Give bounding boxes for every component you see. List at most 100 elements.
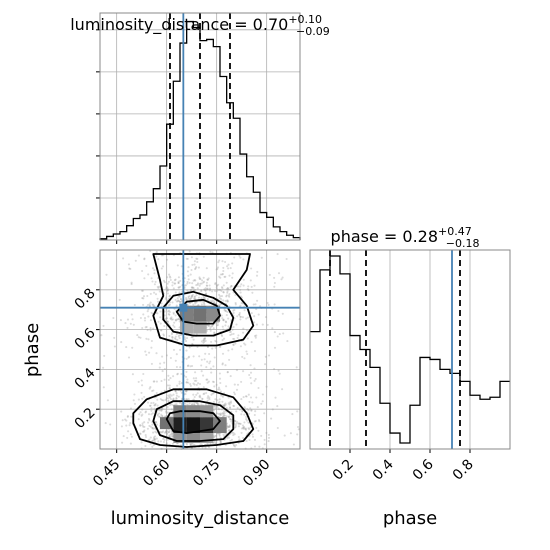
sample-point (152, 327, 155, 330)
sample-point (211, 324, 214, 327)
sample-point (273, 346, 277, 349)
sample-point (239, 318, 242, 321)
density-contour (152, 253, 255, 347)
sample-point (139, 432, 142, 435)
density-cell (200, 405, 214, 418)
sample-point (152, 444, 155, 447)
sample-point (176, 373, 179, 376)
sample-point (224, 402, 227, 405)
sample-point (129, 322, 132, 325)
density-cell (173, 433, 187, 444)
sample-point (190, 296, 193, 299)
sample-point (229, 417, 232, 421)
sample-point (260, 434, 263, 437)
sample-point (167, 280, 170, 283)
sample-point (152, 389, 155, 392)
sample-point (216, 399, 219, 402)
sample-point (255, 426, 258, 429)
sample-point (170, 331, 174, 335)
sample-point (168, 395, 171, 398)
sample-point (170, 316, 173, 319)
sample-point (190, 295, 193, 298)
sample-point (206, 381, 209, 384)
sample-point (214, 283, 217, 286)
sample-point (286, 340, 289, 343)
sample-point (195, 266, 198, 269)
sample-point (193, 402, 196, 405)
sample-point (218, 293, 221, 296)
sample-point (168, 387, 171, 390)
sample-point (201, 300, 204, 303)
sample-point (185, 357, 188, 360)
sample-point (147, 338, 150, 341)
sample-point (151, 426, 154, 429)
sample-point (157, 320, 160, 323)
sample-point (165, 397, 168, 400)
sample-point (208, 362, 211, 365)
sample-point (226, 290, 229, 293)
sample-point (215, 290, 218, 293)
sample-point (167, 313, 170, 316)
sample-point (128, 267, 131, 270)
sample-point (211, 299, 214, 302)
sample-point (215, 405, 218, 408)
sample-point (167, 309, 171, 312)
sample-point (242, 426, 245, 429)
sample-point (137, 418, 140, 421)
sample-point (281, 388, 284, 391)
sample-point (205, 281, 208, 284)
sample-point (106, 399, 109, 402)
sample-point (146, 294, 149, 298)
sample-point (186, 270, 189, 273)
sample-point (232, 332, 235, 335)
sample-point (222, 291, 225, 294)
sample-point (153, 283, 156, 286)
sample-point (151, 445, 154, 448)
sample-point (172, 397, 175, 400)
sample-point (241, 410, 244, 413)
sample-point (277, 369, 280, 372)
sample-point (178, 300, 182, 303)
sample-point (264, 363, 267, 366)
sample-point (133, 393, 136, 396)
sample-point (278, 333, 281, 336)
sample-point (148, 419, 151, 422)
sample-point (225, 314, 228, 317)
sample-point (168, 334, 171, 338)
sample-point (267, 433, 270, 436)
sample-point (150, 311, 153, 314)
sample-point (216, 405, 219, 408)
sample-point (273, 276, 276, 279)
sample-point (187, 356, 190, 359)
sample-point (178, 295, 181, 298)
sample-point (165, 286, 168, 289)
sample-point (227, 317, 230, 320)
sample-point (141, 430, 145, 433)
sample-point (253, 367, 256, 370)
sample-point (199, 396, 202, 399)
sample-point (225, 406, 228, 409)
sample-point (195, 383, 198, 386)
sample-point (237, 422, 240, 425)
sample-point (202, 339, 205, 342)
sample-point (235, 444, 238, 447)
sample-point (158, 415, 161, 418)
sample-point (160, 267, 163, 270)
sample-point (192, 393, 195, 396)
sample-point (143, 258, 146, 261)
sample-point (222, 319, 225, 322)
sample-point (228, 429, 231, 432)
sample-point (175, 396, 178, 400)
sample-point (215, 412, 218, 415)
plot-frame (99, 12, 301, 241)
sample-point (268, 273, 271, 276)
density-contour (162, 290, 235, 337)
sample-point (150, 346, 153, 349)
sample-point (200, 358, 203, 361)
sample-point (222, 413, 225, 416)
sample-point (255, 323, 258, 326)
sample-point (244, 427, 247, 430)
sample-point (155, 380, 158, 383)
sample-point (167, 400, 170, 403)
sample-point (267, 354, 271, 357)
